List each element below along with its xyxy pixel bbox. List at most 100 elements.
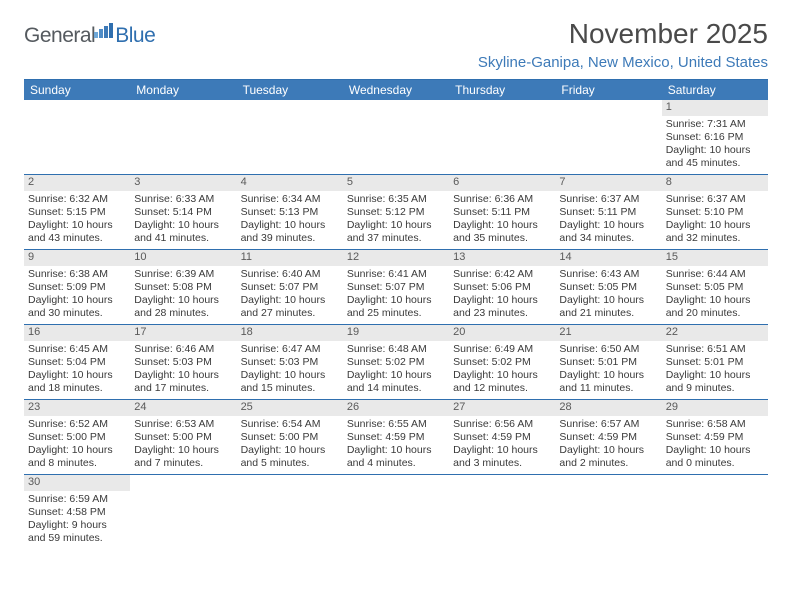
sunset: Sunset: 5:03 PM [134, 356, 232, 369]
day-number: 22 [666, 326, 678, 338]
calendar-cell [343, 475, 449, 549]
daynum-row: 22 [662, 325, 768, 341]
day-number: 7 [559, 176, 565, 188]
daylight: and 9 minutes. [666, 382, 764, 395]
sunrise: Sunrise: 6:58 AM [666, 418, 764, 431]
day-number: 11 [241, 251, 252, 263]
day-number: 2 [28, 176, 34, 188]
day-header: Saturday [662, 80, 768, 100]
calendar-cell: 12Sunrise: 6:41 AMSunset: 5:07 PMDayligh… [343, 250, 449, 324]
day-number: 4 [241, 176, 247, 188]
daynum-row: 30 [24, 475, 130, 491]
day-number: 6 [453, 176, 459, 188]
day-number: 15 [666, 251, 678, 263]
day-number: 16 [28, 326, 40, 338]
daylight: and 34 minutes. [559, 232, 657, 245]
daylight: Daylight: 10 hours [559, 219, 657, 232]
month-title: November 2025 [478, 18, 768, 50]
day-number: 1 [666, 101, 672, 113]
day-number: 21 [559, 326, 571, 338]
sunrise: Sunrise: 6:49 AM [453, 343, 551, 356]
sunset: Sunset: 4:59 PM [453, 431, 551, 444]
day-number: 25 [241, 401, 253, 413]
calendar-cell [237, 100, 343, 174]
daynum-row: 15 [662, 250, 768, 266]
sunset: Sunset: 5:15 PM [28, 206, 126, 219]
daylight: and 18 minutes. [28, 382, 126, 395]
daylight: Daylight: 10 hours [559, 294, 657, 307]
sunrise: Sunrise: 6:40 AM [241, 268, 339, 281]
daylight: and 45 minutes. [666, 157, 764, 170]
day-header-row: SundayMondayTuesdayWednesdayThursdayFrid… [24, 80, 768, 100]
sunrise: Sunrise: 6:59 AM [28, 493, 126, 506]
daylight: Daylight: 10 hours [666, 144, 764, 157]
sunrise: Sunrise: 6:37 AM [666, 193, 764, 206]
sunset: Sunset: 5:12 PM [347, 206, 445, 219]
day-number: 17 [134, 326, 146, 338]
daylight: Daylight: 10 hours [134, 219, 232, 232]
daylight: Daylight: 10 hours [666, 444, 764, 457]
sunset: Sunset: 4:59 PM [347, 431, 445, 444]
daylight: and 12 minutes. [453, 382, 551, 395]
daylight: Daylight: 10 hours [559, 369, 657, 382]
day-number: 26 [347, 401, 359, 413]
daynum-row: 18 [237, 325, 343, 341]
day-header: Sunday [24, 80, 130, 100]
daylight: Daylight: 10 hours [347, 369, 445, 382]
sunset: Sunset: 5:02 PM [453, 356, 551, 369]
calendar-cell [343, 100, 449, 174]
daynum-row: 1 [662, 100, 768, 116]
daynum-row: 9 [24, 250, 130, 266]
sunset: Sunset: 5:03 PM [241, 356, 339, 369]
header: General Blue November 2025 Skyline-Ganipa… [24, 18, 768, 71]
calendar-cell: 23Sunrise: 6:52 AMSunset: 5:00 PMDayligh… [24, 400, 130, 474]
sunset: Sunset: 6:16 PM [666, 131, 764, 144]
sunset: Sunset: 5:02 PM [347, 356, 445, 369]
location: Skyline-Ganipa, New Mexico, United State… [478, 54, 768, 71]
daylight: and 41 minutes. [134, 232, 232, 245]
sunset: Sunset: 5:06 PM [453, 281, 551, 294]
calendar-cell: 1 Sunrise: 7:31 AMSunset: 6:16 PMDaylight… [662, 100, 768, 174]
calendar-cell: 6Sunrise: 6:36 AMSunset: 5:11 PMDaylight… [449, 175, 555, 249]
sunrise: Sunrise: 6:53 AM [134, 418, 232, 431]
logo-text-general: General [24, 24, 95, 47]
day-number: 9 [28, 251, 34, 263]
sunset: Sunset: 5:07 PM [241, 281, 339, 294]
sunrise: Sunrise: 6:32 AM [28, 193, 126, 206]
sunrise: Sunrise: 7:31 AM [666, 118, 764, 131]
calendar-cell: 30Sunrise: 6:59 AMSunset: 4:58 PMDayligh… [24, 475, 130, 549]
daylight: and 20 minutes. [666, 307, 764, 320]
week-row: 1 Sunrise: 7:31 AMSunset: 6:16 PMDaylight… [24, 100, 768, 175]
daynum-row: 28 [555, 400, 661, 416]
sunrise: Sunrise: 6:56 AM [453, 418, 551, 431]
calendar-cell [24, 100, 130, 174]
calendar-cell: 8Sunrise: 6:37 AMSunset: 5:10 PMDaylight… [662, 175, 768, 249]
daynum-row: 13 [449, 250, 555, 266]
calendar-cell: 4Sunrise: 6:34 AMSunset: 5:13 PMDaylight… [237, 175, 343, 249]
daylight: and 32 minutes. [666, 232, 764, 245]
daynum-row: 27 [449, 400, 555, 416]
day-number: 20 [453, 326, 465, 338]
daylight: Daylight: 10 hours [666, 219, 764, 232]
day-number: 23 [28, 401, 40, 413]
calendar-cell: 24Sunrise: 6:53 AMSunset: 5:00 PMDayligh… [130, 400, 236, 474]
title-block: November 2025 Skyline-Ganipa, New Mexico… [478, 18, 768, 71]
daylight: Daylight: 10 hours [453, 219, 551, 232]
logo-text-blue: Blue [115, 24, 155, 47]
daylight: Daylight: 9 hours [28, 519, 126, 532]
daylight: Daylight: 10 hours [241, 444, 339, 457]
daynum-row: 8 [662, 175, 768, 191]
daynum-row: 21 [555, 325, 661, 341]
calendar-cell: 18Sunrise: 6:47 AMSunset: 5:03 PMDayligh… [237, 325, 343, 399]
calendar-cell: 5Sunrise: 6:35 AMSunset: 5:12 PMDaylight… [343, 175, 449, 249]
calendar-cell: 21Sunrise: 6:50 AMSunset: 5:01 PMDayligh… [555, 325, 661, 399]
sunset: Sunset: 5:01 PM [559, 356, 657, 369]
sunrise: Sunrise: 6:47 AM [241, 343, 339, 356]
daylight: and 8 minutes. [28, 457, 126, 470]
sunset: Sunset: 5:13 PM [241, 206, 339, 219]
sunrise: Sunrise: 6:38 AM [28, 268, 126, 281]
daynum-row: 4 [237, 175, 343, 191]
daynum-row: 25 [237, 400, 343, 416]
daylight: Daylight: 10 hours [347, 444, 445, 457]
sunset: Sunset: 5:09 PM [28, 281, 126, 294]
